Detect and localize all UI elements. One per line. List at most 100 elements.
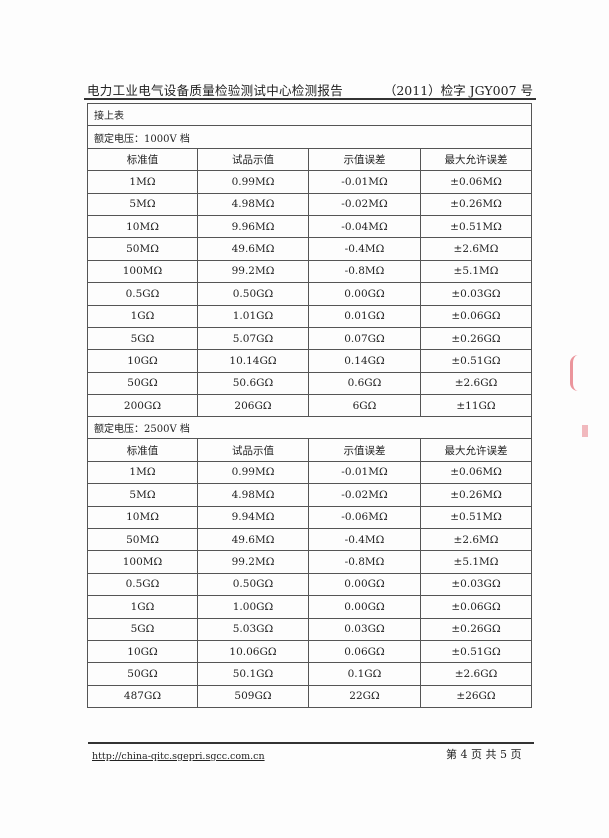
table-cell: 0.5GΩ	[87, 572, 198, 597]
table-cell: ±2.6GΩ	[420, 371, 532, 396]
table-cell: 487GΩ	[87, 684, 198, 709]
table-row: 100MΩ 99.2MΩ -0.8MΩ ±5.1MΩ	[87, 259, 532, 284]
table-cell: 10MΩ	[87, 505, 198, 529]
table-row: 0.5GΩ 0.50GΩ 0.00GΩ ±0.03GΩ	[87, 572, 533, 597]
table-cell: ±0.26GΩ	[420, 326, 532, 351]
table-row: 50MΩ 49.6MΩ -0.4MΩ ±2.6MΩ	[87, 237, 532, 261]
table-cell: 6GΩ	[308, 394, 421, 418]
table-cell: 0.14GΩ	[308, 349, 421, 373]
table-row: 10GΩ 10.06GΩ 0.06GΩ ±0.51GΩ	[87, 639, 533, 664]
table-row: 1MΩ 0.99MΩ -0.01MΩ ±0.06MΩ	[87, 460, 533, 485]
table-cell: 5.03GΩ	[197, 617, 309, 641]
table-cell: 1.00GΩ	[197, 595, 309, 619]
table-cell: 1.01GΩ	[197, 304, 309, 328]
table-row: 1MΩ 0.99MΩ -0.01MΩ ±0.06MΩ	[87, 170, 532, 194]
table-row: 10MΩ 9.96MΩ -0.04MΩ ±0.51MΩ	[87, 214, 532, 239]
column-header: 最大允许误差	[420, 147, 532, 172]
table-cell: 10GΩ	[87, 349, 198, 373]
table-row: 50GΩ 50.1GΩ 0.1GΩ ±2.6GΩ	[87, 662, 533, 686]
table-cell: 0.03GΩ	[308, 617, 421, 641]
table-cell: -0.02MΩ	[308, 483, 421, 507]
table-cell: 206GΩ	[197, 394, 309, 418]
page-number: 第 4 页 共 5 页	[446, 748, 522, 761]
table-cell: ±0.51MΩ	[419, 505, 533, 529]
table-cell: 100MΩ	[87, 259, 198, 284]
report-header-title: 电力工业电气设备质量检验测试中心检测报告	[87, 83, 344, 98]
table-cell: 99.2MΩ	[197, 550, 309, 574]
table-cell: 0.1GΩ	[308, 662, 421, 686]
table-cell: 200GΩ	[87, 394, 198, 418]
table-row: 100MΩ 99.2MΩ -0.8MΩ ±5.1MΩ	[87, 550, 533, 574]
table-cell: 509GΩ	[197, 684, 309, 709]
table-cell: 0.00GΩ	[308, 282, 421, 306]
table-cell: ±0.51MΩ	[420, 214, 532, 239]
table-cell: ±26GΩ	[419, 684, 533, 709]
table-cell: ±2.6MΩ	[419, 527, 533, 552]
table-row: 50GΩ 50.6GΩ 0.6GΩ ±2.6GΩ	[87, 371, 532, 396]
table-cell: 1GΩ	[87, 595, 198, 619]
table-cell: 50.6GΩ	[197, 371, 309, 396]
column-header: 试品示值	[197, 147, 309, 172]
table-cell: 0.99MΩ	[197, 170, 309, 194]
table-cell: ±2.6MΩ	[420, 237, 532, 261]
column-header: 标准值	[87, 147, 198, 172]
footer-divider	[88, 742, 534, 744]
table-cell: 10GΩ	[87, 639, 198, 664]
table-cell: 0.07GΩ	[308, 326, 421, 351]
table-cell: 5MΩ	[87, 483, 198, 507]
table-cell: 1MΩ	[87, 170, 198, 194]
table-cell: 0.50GΩ	[197, 572, 309, 597]
table-cell: 50GΩ	[87, 662, 198, 686]
table-cell: ±0.03GΩ	[420, 282, 532, 306]
table-cell: ±0.26GΩ	[419, 617, 533, 641]
table-cell: -0.01MΩ	[308, 170, 421, 194]
table-cell: 0.5GΩ	[87, 282, 198, 306]
table-cell: 4.98MΩ	[197, 192, 309, 216]
table-cell: 1GΩ	[87, 304, 198, 328]
table-cell: 50GΩ	[87, 371, 198, 396]
table-cell: 5MΩ	[87, 192, 198, 216]
column-header: 示值误差	[308, 147, 421, 172]
table-cell: 99.2MΩ	[197, 259, 309, 284]
column-header: 示值误差	[308, 438, 421, 462]
table-cell: 5GΩ	[87, 326, 198, 351]
column-header: 最大允许误差	[419, 438, 533, 462]
table-cell: 1MΩ	[87, 460, 198, 485]
table-cell: ±0.26MΩ	[419, 483, 533, 507]
table-cell: 49.6MΩ	[197, 527, 309, 552]
table-cell: ±5.1MΩ	[420, 259, 532, 284]
table-cell: ±0.51GΩ	[420, 349, 532, 373]
table-cell: 5.07GΩ	[197, 326, 309, 351]
table-cell: -0.04MΩ	[308, 214, 421, 239]
table-row: 0.5GΩ 0.50GΩ 0.00GΩ ±0.03GΩ	[87, 282, 532, 306]
table-row: 200GΩ 206GΩ 6GΩ ±11GΩ	[87, 394, 532, 418]
table-cell: ±0.06MΩ	[420, 170, 532, 194]
table-cell: 9.94MΩ	[197, 505, 309, 529]
table-cell: 100MΩ	[87, 550, 198, 574]
table-cell: ±0.26MΩ	[420, 192, 532, 216]
table-row: 1GΩ 1.01GΩ 0.01GΩ ±0.06GΩ	[87, 304, 532, 328]
table-row: 5MΩ 4.98MΩ -0.02MΩ ±0.26MΩ	[87, 192, 532, 216]
table-cell: 0.06GΩ	[308, 639, 421, 664]
column-header: 试品示值	[197, 438, 309, 462]
table-cell: ±2.6GΩ	[419, 662, 533, 686]
table-header-row: 标准值 试品示值 示值误差 最大允许误差	[87, 438, 533, 462]
continued-label-row-cell: 接上表	[87, 102, 532, 127]
table-cell: -0.06MΩ	[308, 505, 421, 529]
table-cell: 10MΩ	[87, 214, 198, 239]
table-cell: ±0.06GΩ	[419, 595, 533, 619]
column-header: 标准值	[87, 438, 198, 462]
table-cell: 10.14GΩ	[197, 349, 309, 373]
table-cell: -0.01MΩ	[308, 460, 421, 485]
table-header-row: 标准值 试品示值 示值误差 最大允许误差	[87, 147, 532, 172]
table-row: 5GΩ 5.03GΩ 0.03GΩ ±0.26GΩ	[87, 617, 533, 641]
voltage-range-label-row-cell: 额定电压：1000V 档	[87, 125, 532, 149]
footer-url-link[interactable]: http://china-qitc.sgepri.sgcc.com.cn	[92, 751, 265, 762]
table-cell: 0.99MΩ	[197, 460, 309, 485]
table-cell: 50.1GΩ	[197, 662, 309, 686]
table-cell: 0.00GΩ	[308, 572, 421, 597]
results-table-2500v: 额定电压：2500V 档标准值 试品示值 示值误差 最大允许误差 1MΩ 0.99MΩ -0…	[86, 415, 533, 709]
stamp-mark	[570, 355, 589, 391]
table-cell: 10.06GΩ	[197, 639, 309, 664]
table-cell: 0.01GΩ	[308, 304, 421, 328]
